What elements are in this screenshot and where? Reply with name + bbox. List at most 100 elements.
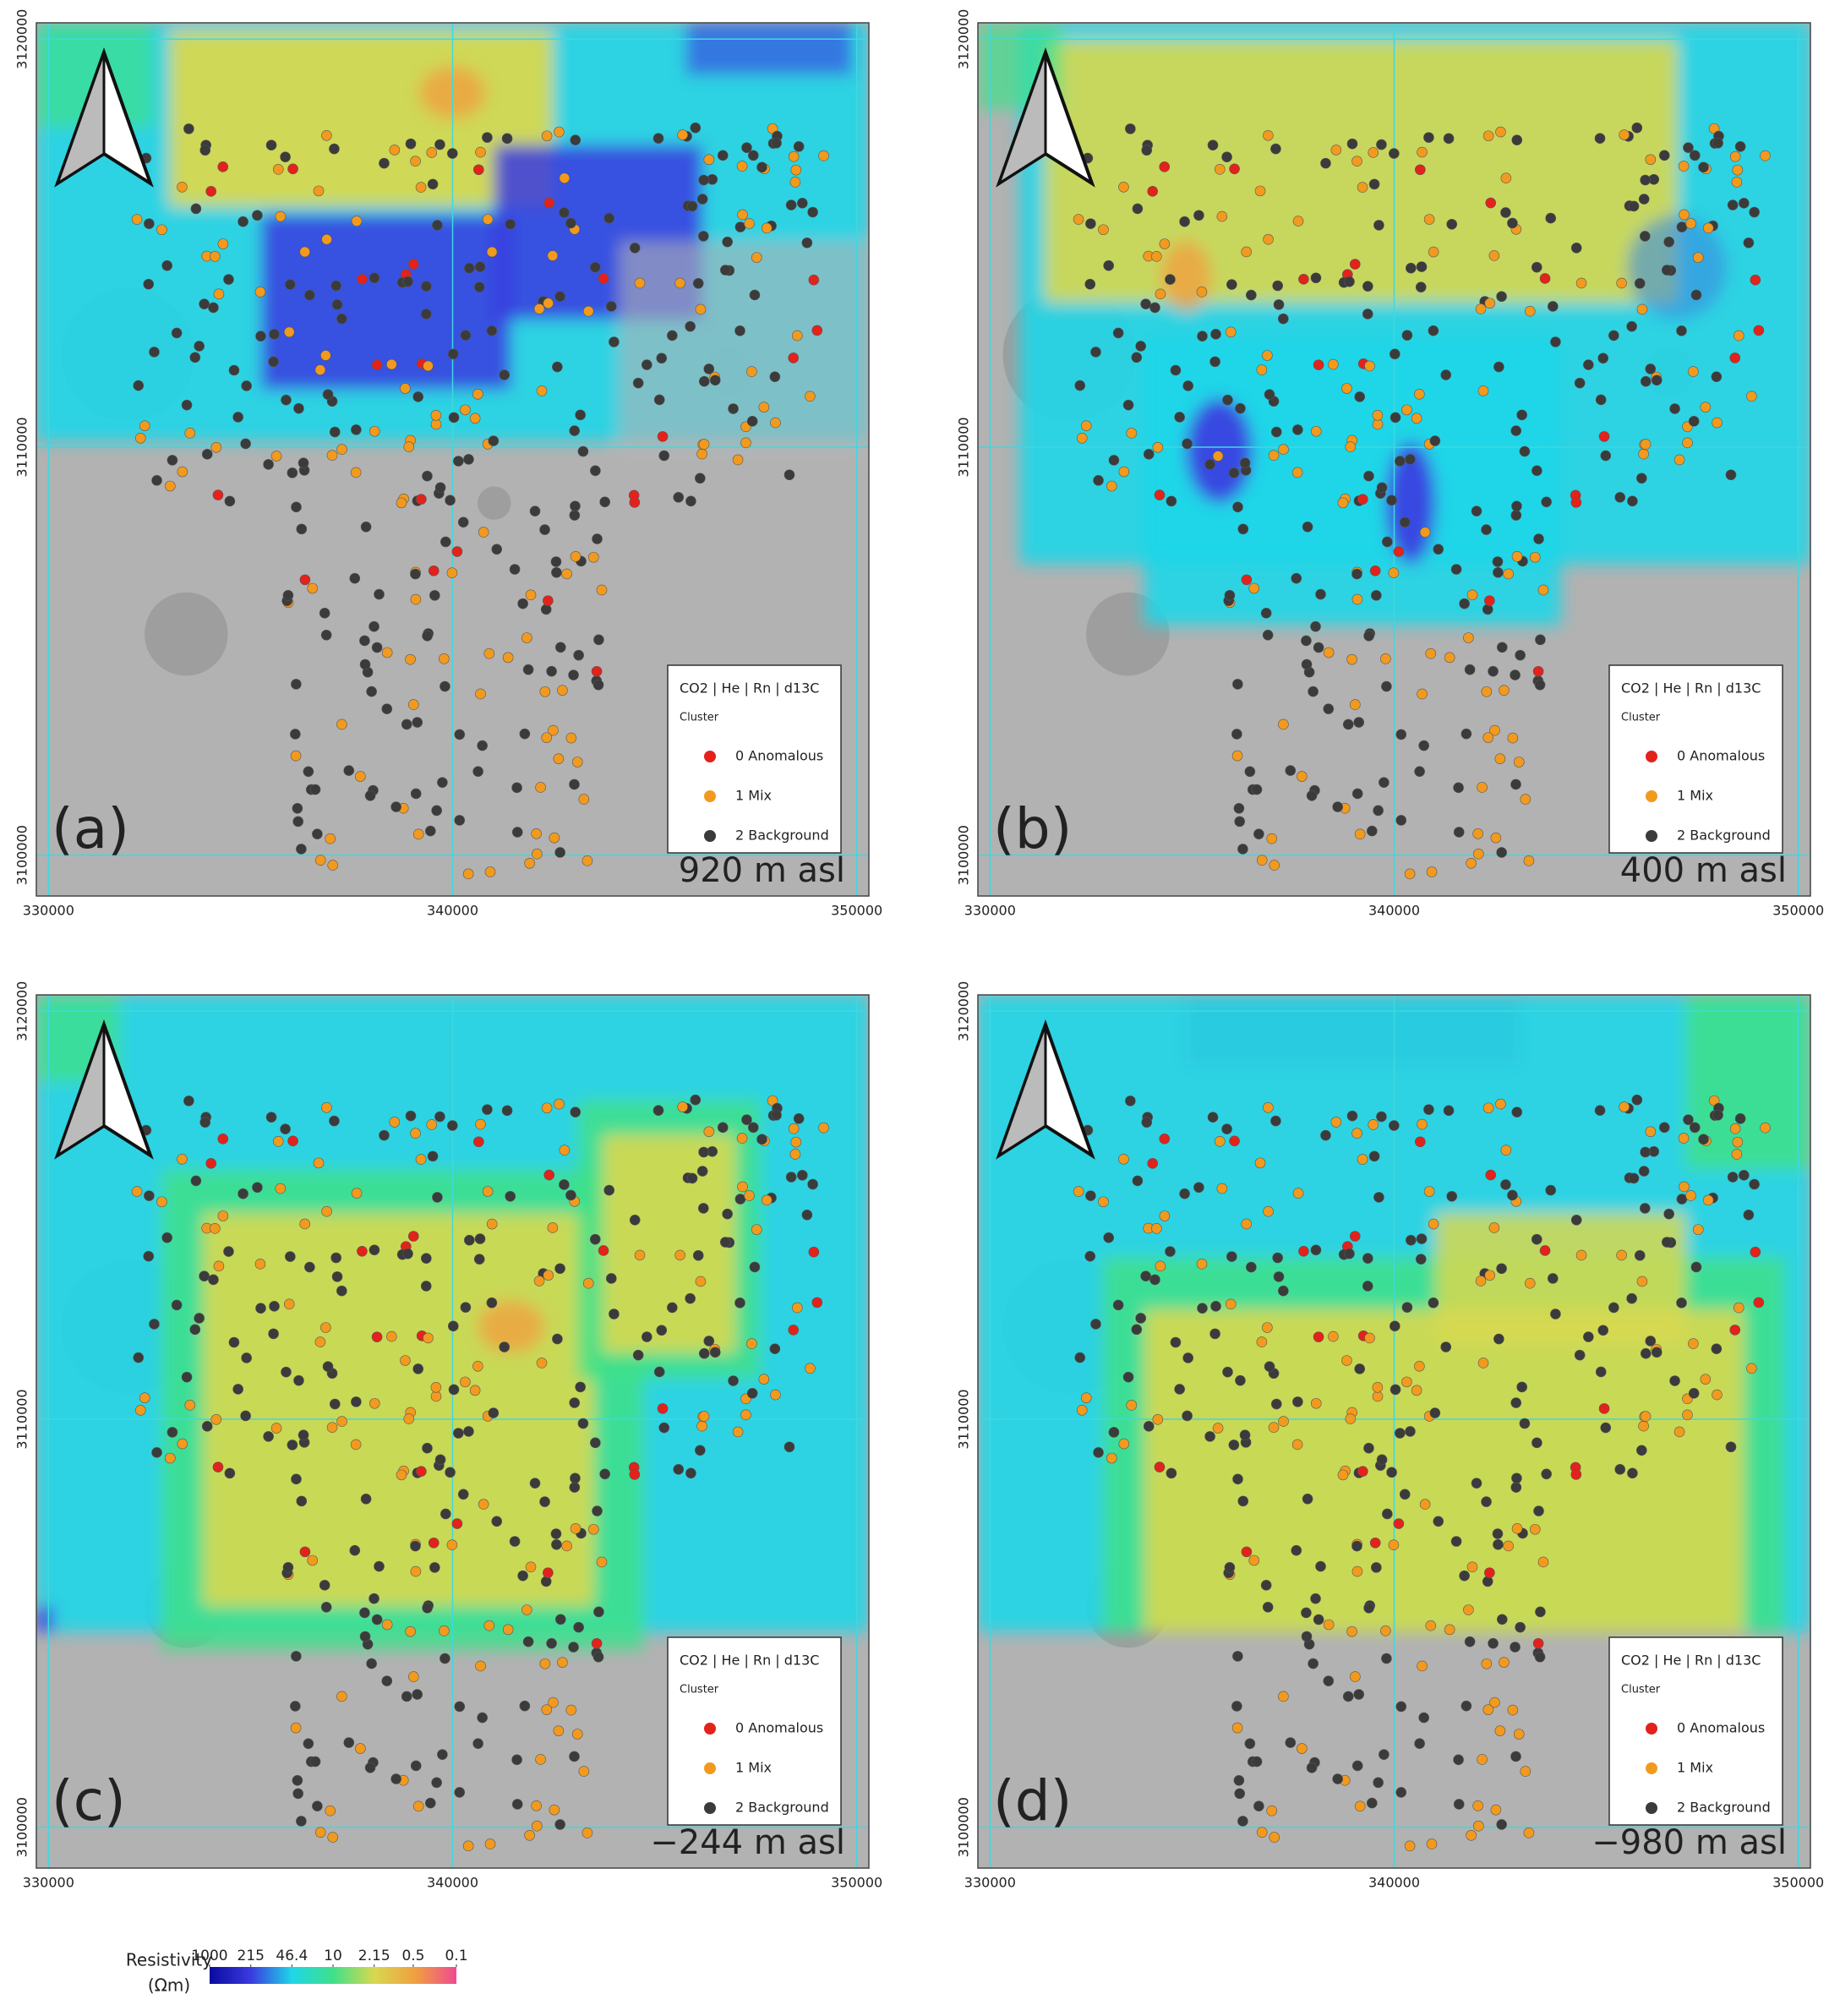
site bbox=[1256, 1336, 1268, 1347]
site bbox=[422, 630, 433, 642]
site bbox=[312, 828, 323, 839]
site bbox=[1545, 1184, 1557, 1196]
site bbox=[758, 1374, 770, 1385]
site bbox=[1733, 1302, 1744, 1314]
site bbox=[447, 148, 458, 159]
site bbox=[548, 1696, 559, 1708]
site bbox=[453, 456, 464, 467]
site bbox=[320, 629, 332, 641]
north-arrow-shade bbox=[996, 52, 1047, 187]
site bbox=[400, 383, 411, 394]
site bbox=[605, 1273, 617, 1284]
site bbox=[540, 604, 552, 615]
site bbox=[791, 1302, 803, 1314]
site bbox=[1084, 1250, 1096, 1262]
site bbox=[312, 1800, 323, 1811]
site bbox=[213, 288, 225, 300]
site bbox=[642, 359, 652, 370]
site bbox=[1496, 1819, 1507, 1830]
site bbox=[756, 161, 767, 173]
site bbox=[674, 1249, 685, 1261]
site bbox=[1341, 383, 1352, 394]
site bbox=[1594, 1105, 1606, 1116]
site bbox=[734, 325, 745, 336]
site bbox=[1165, 274, 1176, 285]
legend-label: 1 Mix bbox=[1677, 1760, 1713, 1776]
site bbox=[1466, 1561, 1478, 1573]
site bbox=[263, 459, 274, 470]
site bbox=[359, 658, 371, 670]
site bbox=[769, 1343, 781, 1355]
site bbox=[360, 1493, 372, 1505]
site bbox=[351, 216, 363, 227]
site bbox=[1298, 1246, 1309, 1257]
site bbox=[291, 1651, 302, 1662]
site bbox=[189, 352, 201, 363]
site bbox=[509, 564, 521, 575]
site bbox=[319, 1580, 330, 1591]
site bbox=[1574, 1349, 1586, 1361]
site bbox=[1149, 1274, 1160, 1286]
site bbox=[1729, 150, 1741, 162]
site bbox=[1108, 1427, 1120, 1438]
site bbox=[448, 1384, 460, 1396]
colorbar-tick-label: 215 bbox=[238, 1948, 265, 1964]
site bbox=[1349, 1231, 1361, 1242]
site bbox=[412, 828, 424, 840]
site bbox=[381, 1619, 393, 1631]
site bbox=[1688, 1338, 1699, 1349]
site bbox=[698, 375, 710, 387]
site bbox=[1379, 777, 1390, 788]
site bbox=[797, 1170, 808, 1181]
site bbox=[1493, 566, 1504, 578]
site bbox=[642, 1331, 652, 1342]
site bbox=[1535, 634, 1546, 646]
site bbox=[426, 147, 438, 158]
site bbox=[336, 1285, 347, 1297]
site bbox=[469, 1385, 481, 1396]
site bbox=[1682, 437, 1693, 449]
site bbox=[1500, 1145, 1512, 1156]
site bbox=[336, 1416, 347, 1427]
site bbox=[1222, 394, 1233, 406]
site bbox=[403, 441, 415, 452]
site bbox=[790, 1136, 802, 1148]
site bbox=[177, 1153, 188, 1165]
site bbox=[1372, 1381, 1384, 1393]
site bbox=[131, 1186, 143, 1197]
site bbox=[1125, 1095, 1136, 1106]
site bbox=[569, 779, 580, 790]
site bbox=[605, 301, 617, 312]
site bbox=[1354, 391, 1366, 402]
site bbox=[410, 1540, 421, 1552]
site bbox=[421, 281, 432, 292]
site bbox=[1534, 679, 1546, 691]
site bbox=[1712, 1109, 1723, 1121]
site bbox=[1702, 1194, 1714, 1206]
site bbox=[1640, 1347, 1652, 1359]
site bbox=[632, 1349, 644, 1361]
site bbox=[1368, 1150, 1380, 1162]
site bbox=[1669, 403, 1680, 414]
site bbox=[1727, 199, 1739, 210]
site bbox=[1661, 1237, 1673, 1248]
site bbox=[1405, 454, 1416, 465]
site bbox=[1174, 1384, 1185, 1395]
site bbox=[1376, 1454, 1388, 1466]
site bbox=[1241, 574, 1253, 586]
site bbox=[539, 524, 550, 535]
site bbox=[156, 224, 167, 236]
site bbox=[1494, 1725, 1506, 1736]
legend-label: 0 Anomalous bbox=[735, 1720, 823, 1736]
site bbox=[1688, 1388, 1700, 1399]
site bbox=[536, 1358, 548, 1369]
site bbox=[1228, 467, 1240, 478]
site bbox=[1731, 177, 1743, 188]
site bbox=[1401, 330, 1413, 341]
site bbox=[1241, 246, 1252, 258]
site bbox=[1224, 590, 1236, 601]
site bbox=[1488, 250, 1500, 261]
site bbox=[1330, 1117, 1342, 1128]
site bbox=[1193, 1182, 1204, 1194]
site bbox=[386, 1330, 397, 1342]
